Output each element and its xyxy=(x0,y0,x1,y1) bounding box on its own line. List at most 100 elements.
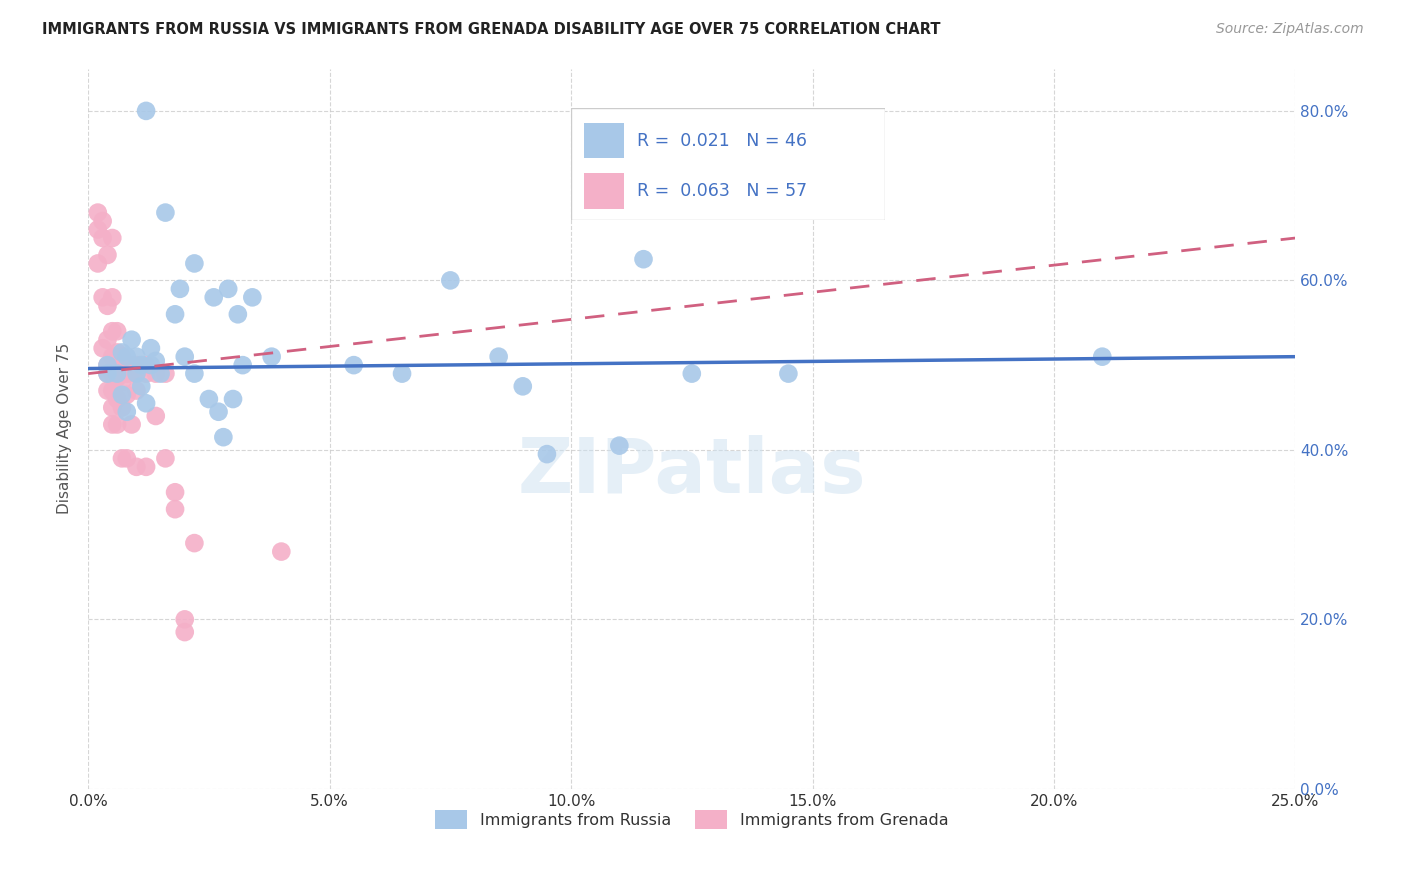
Point xyxy=(105,345,128,359)
Point xyxy=(96,367,118,381)
Point xyxy=(101,324,124,338)
Point xyxy=(115,358,138,372)
Point xyxy=(101,367,124,381)
Point xyxy=(105,417,128,432)
Point xyxy=(91,214,114,228)
Point xyxy=(155,367,177,381)
Point xyxy=(270,544,292,558)
Point xyxy=(536,447,558,461)
Text: ZIPatlas: ZIPatlas xyxy=(517,435,866,509)
Point xyxy=(217,282,239,296)
Point xyxy=(240,290,263,304)
Point xyxy=(121,358,143,372)
Point xyxy=(105,392,128,406)
Point xyxy=(125,350,148,364)
Point xyxy=(87,205,110,219)
Point xyxy=(232,358,254,372)
Point xyxy=(512,379,534,393)
Point xyxy=(96,358,118,372)
Point xyxy=(145,367,167,381)
Point xyxy=(105,367,128,381)
Point xyxy=(91,290,114,304)
Point xyxy=(115,367,138,381)
Point xyxy=(260,350,283,364)
Point xyxy=(96,248,118,262)
Point xyxy=(121,333,143,347)
Point xyxy=(111,401,134,415)
Point xyxy=(343,358,366,372)
Point xyxy=(145,409,167,423)
Point xyxy=(173,625,195,640)
Point xyxy=(207,405,229,419)
Point xyxy=(111,375,134,389)
Point xyxy=(488,350,510,364)
Point xyxy=(105,371,128,385)
Point xyxy=(155,451,177,466)
Point xyxy=(125,367,148,381)
Text: IMMIGRANTS FROM RUSSIA VS IMMIGRANTS FROM GRENADA DISABILITY AGE OVER 75 CORRELA: IMMIGRANTS FROM RUSSIA VS IMMIGRANTS FRO… xyxy=(42,22,941,37)
Point xyxy=(105,324,128,338)
Point xyxy=(96,299,118,313)
Point xyxy=(139,358,162,372)
Point xyxy=(135,367,157,381)
Point xyxy=(96,367,118,381)
Point xyxy=(91,341,114,355)
Point xyxy=(101,384,124,398)
Point xyxy=(439,273,461,287)
Point xyxy=(633,252,655,267)
Point xyxy=(849,171,872,186)
Point xyxy=(111,350,134,364)
Point xyxy=(135,103,157,118)
Point xyxy=(165,485,187,500)
Point xyxy=(183,536,205,550)
Point xyxy=(183,256,205,270)
Point xyxy=(173,350,195,364)
Point xyxy=(145,354,167,368)
Point xyxy=(115,405,138,419)
Point xyxy=(125,459,148,474)
Point xyxy=(121,417,143,432)
Text: Source: ZipAtlas.com: Source: ZipAtlas.com xyxy=(1216,22,1364,37)
Point xyxy=(183,367,205,381)
Point xyxy=(96,358,118,372)
Point xyxy=(226,307,249,321)
Point xyxy=(101,350,124,364)
Point xyxy=(129,379,152,393)
Point xyxy=(149,367,172,381)
Point xyxy=(87,256,110,270)
Point xyxy=(101,231,124,245)
Point xyxy=(101,290,124,304)
Point xyxy=(105,358,128,372)
Point xyxy=(125,367,148,381)
Point xyxy=(222,392,245,406)
Point xyxy=(96,333,118,347)
Point xyxy=(778,367,800,381)
Point xyxy=(391,367,413,381)
Y-axis label: Disability Age Over 75: Disability Age Over 75 xyxy=(58,343,72,515)
Point xyxy=(115,350,138,364)
Point xyxy=(212,430,235,444)
Point xyxy=(135,396,157,410)
Point xyxy=(101,401,124,415)
Point xyxy=(121,367,143,381)
Point xyxy=(125,358,148,372)
Point xyxy=(681,367,703,381)
Point xyxy=(96,384,118,398)
Point xyxy=(87,222,110,236)
Point xyxy=(111,358,134,372)
Point xyxy=(173,612,195,626)
Point xyxy=(135,459,157,474)
Point xyxy=(198,392,221,406)
Point xyxy=(155,205,177,219)
Point xyxy=(202,290,225,304)
Legend: Immigrants from Russia, Immigrants from Grenada: Immigrants from Russia, Immigrants from … xyxy=(429,804,955,835)
Point xyxy=(115,451,138,466)
Point xyxy=(165,502,187,516)
Point xyxy=(135,358,157,372)
Point xyxy=(111,451,134,466)
Point xyxy=(101,417,124,432)
Point xyxy=(1091,350,1114,364)
Point xyxy=(609,439,631,453)
Point xyxy=(111,367,134,381)
Point xyxy=(111,388,134,402)
